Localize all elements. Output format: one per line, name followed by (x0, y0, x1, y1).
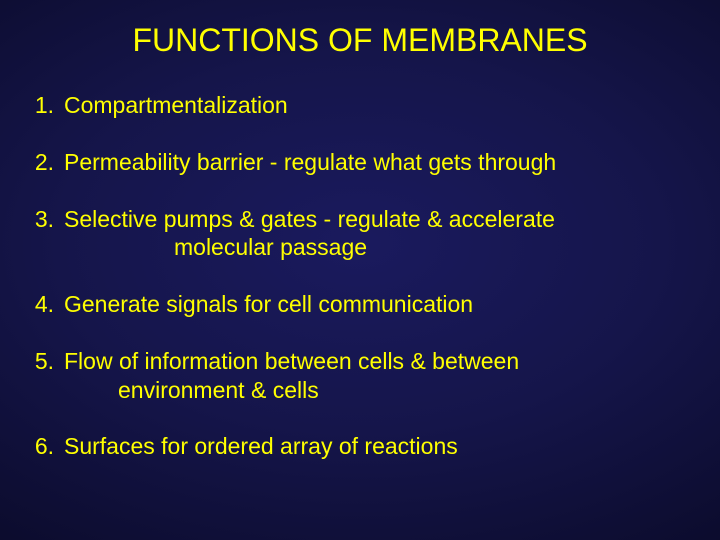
item-text-line2: molecular passage (64, 233, 698, 262)
item-text: Selective pumps & gates - regulate & acc… (64, 205, 698, 263)
item-text: Surfaces for ordered array of reactions (64, 432, 698, 461)
item-number: 3. (22, 205, 54, 263)
item-text: Compartmentalization (64, 91, 698, 120)
item-number: 5. (22, 347, 54, 405)
item-number: 1. (22, 91, 54, 120)
item-text-line2: environment & cells (64, 376, 698, 405)
slide: FUNCTIONS OF MEMBRANES 1. Compartmentali… (0, 0, 720, 540)
item-text-line1: Selective pumps & gates - regulate & acc… (64, 206, 555, 232)
list-item: 1. Compartmentalization (22, 91, 698, 120)
list-item: 4. Generate signals for cell communicati… (22, 290, 698, 319)
list-item: 5. Flow of information between cells & b… (22, 347, 698, 405)
item-number: 4. (22, 290, 54, 319)
item-text: Permeability barrier - regulate what get… (64, 148, 698, 177)
item-number: 2. (22, 148, 54, 177)
list-item: 2. Permeability barrier - regulate what … (22, 148, 698, 177)
item-number: 6. (22, 432, 54, 461)
item-text-line1: Flow of information between cells & betw… (64, 348, 519, 374)
item-text: Generate signals for cell communication (64, 290, 698, 319)
numbered-list: 1. Compartmentalization 2. Permeability … (22, 91, 698, 461)
slide-title: FUNCTIONS OF MEMBRANES (62, 22, 658, 59)
list-item: 3. Selective pumps & gates - regulate & … (22, 205, 698, 263)
item-text: Flow of information between cells & betw… (64, 347, 698, 405)
list-item: 6. Surfaces for ordered array of reactio… (22, 432, 698, 461)
